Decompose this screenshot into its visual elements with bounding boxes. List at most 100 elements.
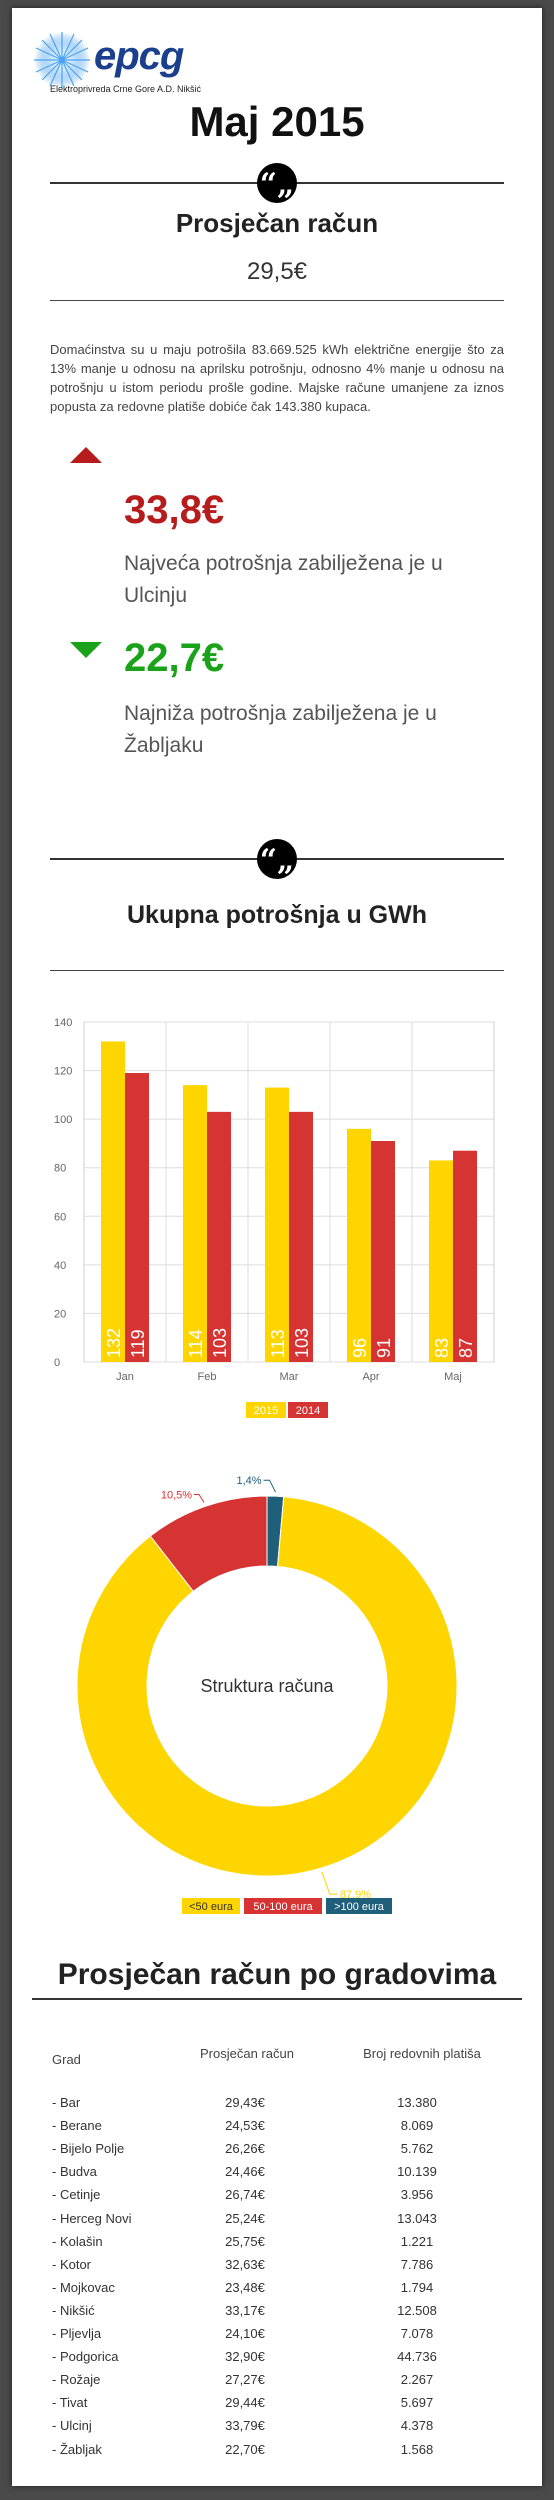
table-row: - Mojkovac 23,48€ 1.794 bbox=[12, 2280, 542, 2303]
divider bbox=[32, 1998, 522, 2000]
donut-center-title: Struktura računa bbox=[200, 1676, 334, 1696]
city-cell: - Pljevlja bbox=[52, 2326, 102, 2341]
bar-data-label: 91 bbox=[374, 1338, 394, 1358]
x-tick-label: Apr bbox=[362, 1371, 379, 1383]
regular-payers-cell: 44.736 bbox=[397, 2349, 437, 2365]
bar-data-label: 113 bbox=[268, 1329, 288, 1358]
slice-value-label: 10,5% bbox=[161, 1490, 192, 1502]
city-cell: - Podgorica bbox=[52, 2349, 119, 2365]
city-cell: - Kolašin bbox=[52, 2233, 103, 2249]
average-bill-cell: 32,63€ bbox=[225, 2256, 265, 2272]
legend-label: <50 eura bbox=[189, 1901, 234, 1913]
average-bill-cell: 26,26€ bbox=[225, 2141, 265, 2157]
average-bill-label: Prosječan račun bbox=[175, 208, 379, 238]
table-row: - Bar 29,43€ 13.380 bbox=[12, 2095, 542, 2118]
divider bbox=[50, 970, 504, 971]
legend-swatch bbox=[244, 1898, 322, 1914]
legend-label: 50-100 eura bbox=[253, 1901, 313, 1913]
average-bill-cell: 22,70€ bbox=[225, 2441, 265, 2457]
legend-swatch-2014 bbox=[288, 1402, 328, 1418]
x-tick-label: Feb bbox=[198, 1371, 217, 1383]
city-cell: - Mojkovac bbox=[52, 2279, 115, 2295]
table-row: - Kotor 32,63€ 7.786 bbox=[12, 2257, 542, 2280]
bar-data-label: 103 bbox=[210, 1328, 230, 1358]
bar-2015-Apr bbox=[347, 1128, 371, 1362]
y-tick-label: 40 bbox=[54, 1260, 66, 1272]
bar-data-label: 114 bbox=[186, 1329, 206, 1358]
slice-label-connector bbox=[194, 1494, 205, 1503]
infographic-frame: epcg Elektroprivreda Crne Gore A.D. Nikš… bbox=[12, 8, 542, 2486]
column-header-city: Grad bbox=[52, 2052, 81, 2067]
regular-payers-cell: 13.043 bbox=[397, 2210, 437, 2226]
regular-payers-cell: 7.078 bbox=[400, 2326, 434, 2341]
x-tick-label: Maj bbox=[444, 1371, 462, 1383]
table-row: - Tivat 29,44€ 5.697 bbox=[12, 2395, 542, 2418]
bar-2014-Mar bbox=[289, 1111, 313, 1362]
average-bill-cell: 29,43€ bbox=[225, 2095, 265, 2110]
legend-swatch-2015 bbox=[246, 1402, 286, 1418]
average-bill-cell: 23,48€ bbox=[225, 2279, 265, 2295]
x-tick-label: Mar bbox=[280, 1371, 299, 1383]
city-cell: - Bijelo Polje bbox=[52, 2141, 125, 2157]
y-tick-label: 140 bbox=[54, 1017, 72, 1029]
table-row: - Pljevlja 24,10€ 7.078 bbox=[12, 2326, 542, 2349]
average-bill-cell: 24,53€ bbox=[225, 2118, 265, 2134]
bar-2015-Jan bbox=[101, 1041, 125, 1362]
table-row: - Žabljak 22,70€ 1.568 bbox=[12, 2442, 542, 2465]
table-row: - Budva 24,46€ 10.139 bbox=[12, 2164, 542, 2187]
city-cell: - Ulcinj bbox=[52, 2418, 92, 2434]
logo-text: epcg bbox=[94, 34, 184, 78]
table-row: - Ulcinj 33,79€ 4.378 bbox=[12, 2418, 542, 2441]
slice-label-connector bbox=[321, 1871, 338, 1895]
average-bill-value: 29,5€ bbox=[246, 258, 308, 285]
average-bill-cell: 32,90€ bbox=[225, 2349, 265, 2365]
table-row: - Cetinje 26,74€ 3.956 bbox=[12, 2187, 542, 2210]
regular-payers-cell: 8.069 bbox=[400, 2118, 434, 2134]
legend-swatch bbox=[326, 1898, 392, 1914]
city-cell: - Nikšić bbox=[52, 2302, 95, 2318]
table-row: - Herceg Novi 25,24€ 13.043 bbox=[12, 2211, 542, 2234]
bar-2015-Mar bbox=[265, 1087, 289, 1362]
y-tick-label: 100 bbox=[54, 1114, 72, 1126]
city-cell: - Kotor bbox=[52, 2256, 92, 2272]
y-tick-label: 60 bbox=[54, 1211, 66, 1223]
y-tick-label: 0 bbox=[54, 1357, 60, 1369]
average-bill-cell: 24,10€ bbox=[225, 2326, 265, 2341]
y-tick-label: 20 bbox=[54, 1308, 66, 1320]
logo-burst-icon bbox=[34, 32, 90, 88]
legend-label: 2014 bbox=[296, 1405, 320, 1417]
bar-data-label: 87 bbox=[456, 1338, 476, 1358]
average-bill-cell: 29,44€ bbox=[225, 2395, 265, 2411]
city-cell: - Cetinje bbox=[52, 2187, 101, 2203]
average-bill-cell: 24,46€ bbox=[225, 2164, 265, 2180]
legend-swatch bbox=[182, 1898, 240, 1914]
regular-payers-cell: 5.762 bbox=[400, 2141, 434, 2157]
bar-2014-Feb bbox=[207, 1111, 231, 1362]
city-cell: - Bar bbox=[52, 2095, 81, 2110]
quote-icon: “„ bbox=[257, 839, 297, 879]
min-bill-value: 22,7€ bbox=[124, 636, 225, 680]
regular-payers-cell: 12.508 bbox=[397, 2302, 437, 2318]
table-row: - Nikšić 33,17€ 12.508 bbox=[12, 2303, 542, 2326]
city-cell: - Berane bbox=[52, 2118, 102, 2134]
slice-50-100 eura bbox=[149, 1495, 268, 1592]
regular-payers-cell: 1.568 bbox=[400, 2441, 434, 2457]
x-tick-label: Jan bbox=[116, 1371, 134, 1383]
table-row: - Bijelo Polje 26,26€ 5.762 bbox=[12, 2141, 542, 2164]
bar-2014-Apr bbox=[371, 1141, 395, 1362]
bar-data-label: 119 bbox=[128, 1329, 148, 1358]
city-cell: - Budva bbox=[52, 2164, 97, 2180]
regular-payers-cell: 7.786 bbox=[400, 2256, 434, 2272]
legend-label: 2015 bbox=[254, 1405, 278, 1417]
intro-paragraph: Domaćinstva su u maju potrošila 83.669.5… bbox=[50, 342, 504, 414]
table-row: - Kolašin 25,75€ 1.221 bbox=[12, 2234, 542, 2257]
city-cell: - Herceg Novi bbox=[52, 2210, 132, 2226]
bar-2015-Maj bbox=[429, 1160, 453, 1362]
city-cell: - Rožaje bbox=[52, 2372, 101, 2388]
cities-heading: Prosječan račun po gradovima bbox=[57, 1958, 497, 1991]
regular-payers-cell: 5.697 bbox=[400, 2395, 434, 2411]
regular-payers-cell: 4.378 bbox=[400, 2418, 434, 2434]
max-bill-description: Najveća potrošnja zabilježena je u Ulcin… bbox=[124, 552, 443, 607]
column-header-average: Prosječan račun bbox=[200, 2046, 294, 2061]
